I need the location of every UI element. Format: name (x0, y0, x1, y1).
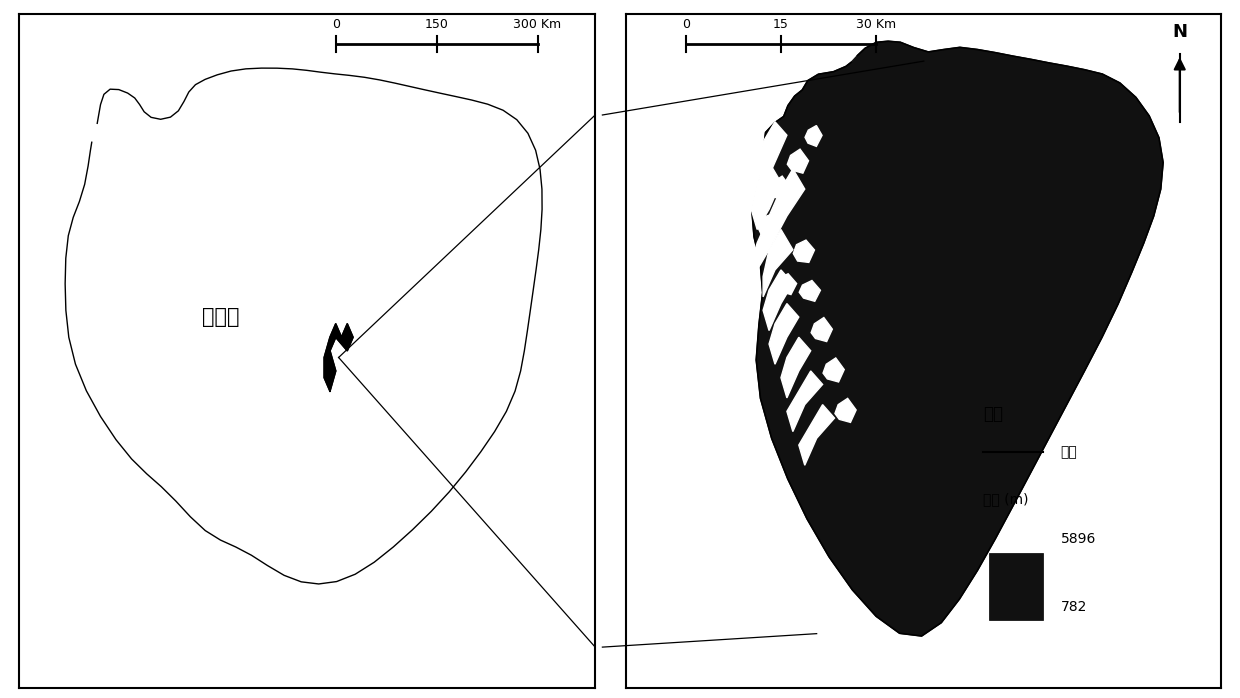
Text: 782: 782 (1060, 600, 1087, 614)
Polygon shape (805, 126, 822, 147)
Polygon shape (800, 281, 821, 302)
Polygon shape (751, 41, 1163, 636)
Polygon shape (811, 318, 832, 341)
Text: 0: 0 (682, 18, 689, 31)
Text: 河流: 河流 (1060, 445, 1078, 459)
Text: 300 Km: 300 Km (513, 18, 562, 31)
Polygon shape (751, 162, 781, 230)
Text: N: N (1172, 23, 1187, 41)
Polygon shape (823, 358, 844, 382)
Text: 0: 0 (332, 18, 340, 31)
Text: 四川省: 四川省 (202, 307, 239, 327)
Polygon shape (769, 304, 799, 364)
Polygon shape (763, 270, 792, 331)
Polygon shape (775, 274, 796, 295)
Polygon shape (787, 149, 808, 173)
Polygon shape (758, 121, 787, 189)
Polygon shape (835, 399, 856, 422)
Polygon shape (751, 169, 805, 270)
Polygon shape (781, 179, 799, 197)
Polygon shape (787, 371, 822, 431)
Text: 30 Km: 30 Km (856, 18, 897, 31)
Polygon shape (324, 324, 353, 391)
Text: 高程 (m): 高程 (m) (983, 492, 1029, 506)
Text: 150: 150 (424, 18, 449, 31)
Polygon shape (799, 405, 835, 466)
Polygon shape (770, 176, 791, 200)
Text: 15: 15 (773, 18, 789, 31)
Polygon shape (781, 337, 811, 398)
Polygon shape (763, 230, 792, 297)
Polygon shape (794, 240, 815, 262)
Polygon shape (758, 215, 779, 240)
Text: 5896: 5896 (1060, 533, 1096, 547)
Text: 图例: 图例 (983, 405, 1003, 422)
Bar (990, 553, 1043, 621)
